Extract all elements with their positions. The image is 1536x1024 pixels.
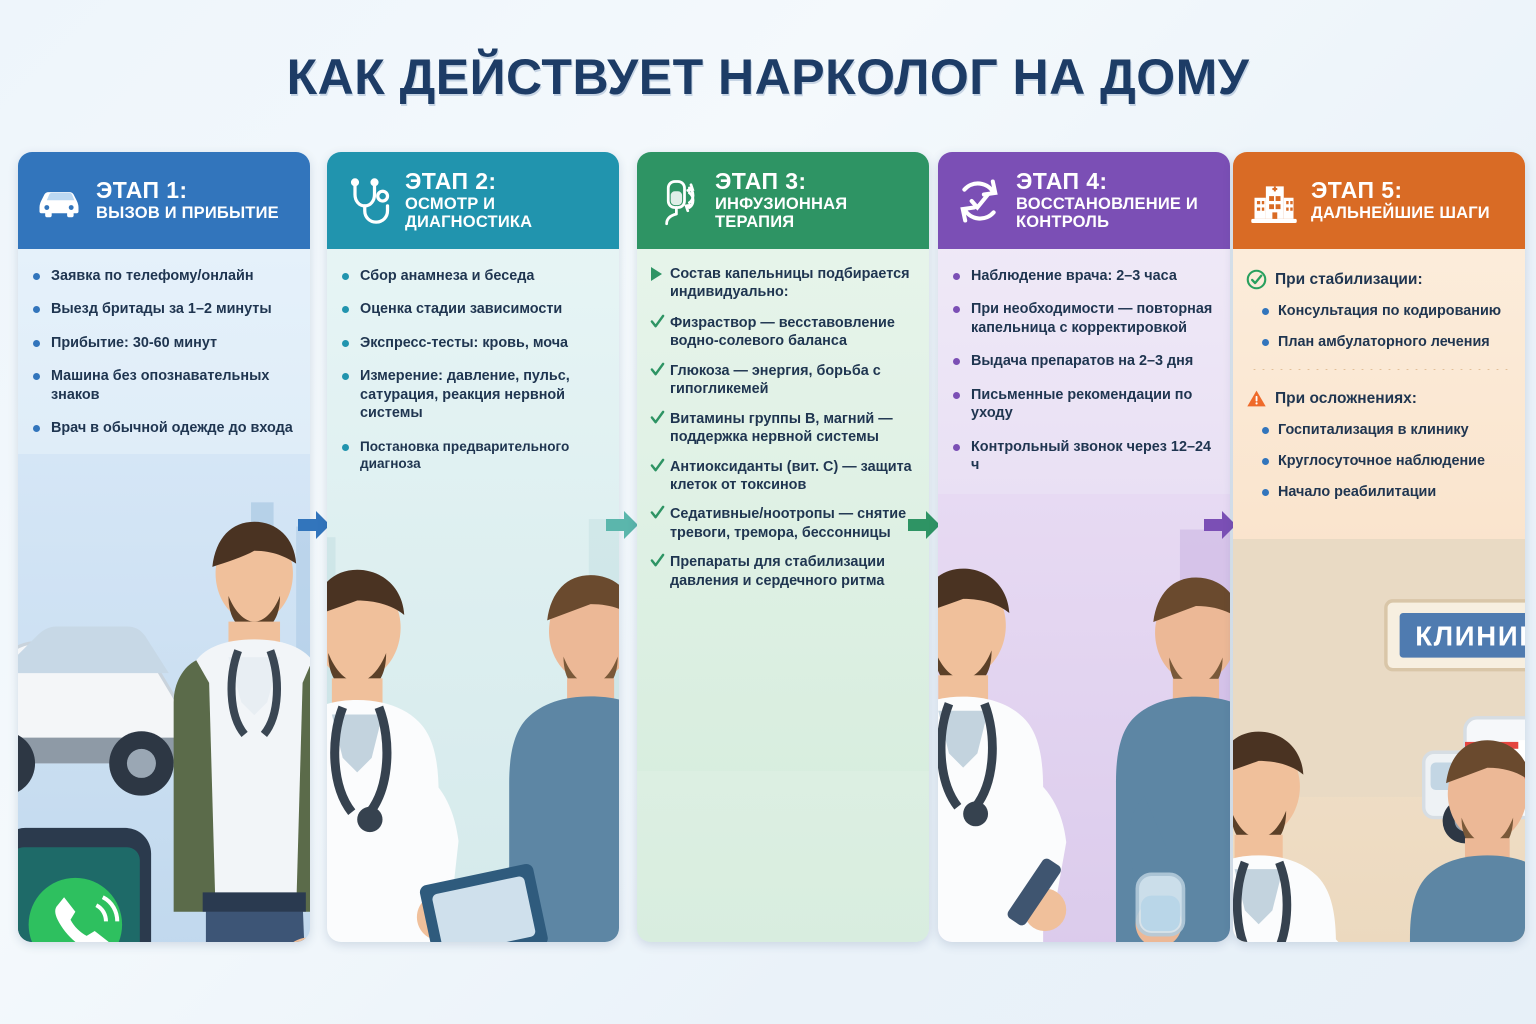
stage-4-body: Наблюдение врача: 2–3 часа При необходим… [938,249,1230,942]
list-item: Сбор анамнеза и беседа [340,267,606,285]
stage-5-number: ЭТАП 5: [1311,177,1403,204]
stage-3-illustration [637,771,929,942]
page-title: КАК ДЕЙСТВУЕТ НАРКОЛОГ НА ДОМУ [286,49,1250,105]
check-circle-icon [1246,269,1267,290]
stage-1-body: Заявка по телефому/онлайн Выезд бритады … [18,249,310,942]
list-item: Заявка по телефому/онлайн [31,267,297,285]
stabilization-group-heading: При стабилизации: [1246,269,1512,290]
arrow-stage3-to-stage4 [906,508,942,542]
stage-4-header: ЭТАП 4: ВОССТАНОВЛЕНИЕ И КОНТРОЛЬ [938,152,1230,249]
list-item: Прибытие: 30-60 минут [31,334,297,352]
list-item: Выезд бритады за 1–2 минуты [31,300,297,318]
list-item: Измерение: давление, пульс, сатурация, р… [340,367,606,422]
list-item: Машина без опознавательных знаков [31,367,297,404]
stage-3-bullet-list: Состав капельницы подбирается индивидуал… [650,265,916,590]
stage-3-header: ЭТАП 3: ИНФУЗИОННАЯ ТЕРАПИЯ [637,152,929,249]
arrow-stage1-to-stage2 [296,508,332,542]
stage-card-4: ЭТАП 4: ВОССТАНОВЛЕНИЕ И КОНТРОЛЬ Наблюд… [938,152,1230,942]
list-item: Начало реабилитации [1260,483,1512,501]
svg-text:КЛИНИКА: КЛИНИКА [1415,621,1525,652]
list-item: Госпитализация в клинику [1260,421,1512,439]
arrow-stage2-to-stage3 [604,508,640,542]
refresh-check-icon [952,174,1006,228]
stage-1-bullet-list: Заявка по телефому/онлайн Выезд бритады … [31,267,297,438]
stage-2-header: ЭТАП 2: ОСМОТР И ДИАГНОСТИКА [327,152,619,249]
list-item: Круглосуточное наблюдение [1260,452,1512,470]
list-item-intro: Состав капельницы подбирается индивидуал… [650,265,916,302]
stage-1-illustration: ВЫЗОВ НАРКОЛОГА [18,454,310,942]
stage-5-body: При стабилизации: Консультация по кодиро… [1233,249,1525,942]
check-icon [650,505,665,520]
iv-drip-icon [651,174,705,228]
list-item: Препараты для стабилизации давления и се… [650,553,916,590]
list-item: Экспресс-тесты: кровь, моча [340,334,606,352]
arrow-stage4-to-stage5 [1202,508,1238,542]
list-item: Антиоксиданты (вит. C) — защита клеток о… [650,458,916,495]
list-item: При необходимости — повторная капельница… [951,300,1217,337]
stage-2-number: ЭТАП 2: [405,168,497,195]
list-item: Контрольный звонок через 12–24 ч [951,438,1217,475]
list-item: Глюкоза — энергия, борьба с гипогликемей [650,362,916,399]
stabilization-list: Консультация по кодированию План амбулат… [1260,302,1512,351]
stage-card-3: ЭТАП 3: ИНФУЗИОННАЯ ТЕРАПИЯ Состав капел… [637,152,929,942]
stage-card-1: ЭТАП 1: ВЫЗОВ И ПРИБЫТИЕ Заявка по телеф… [18,152,310,942]
check-icon [650,410,665,425]
stage-3-name: ИНФУЗИОННАЯ ТЕРАПИЯ [715,194,848,232]
stage-5-name: ДАЛЬНЕЙШИЕ ШАГИ [1311,204,1490,223]
stage-4-bullet-list: Наблюдение врача: 2–3 часа При необходим… [951,267,1217,475]
stage-1-number: ЭТАП 1: [96,177,188,204]
stage-5-header: ЭТАП 5: ДАЛЬНЕЙШИЕ ШАГИ [1233,152,1525,249]
stage-2-illustration [327,501,619,942]
check-icon [650,362,665,377]
list-item: План амбулаторного лечения [1260,333,1512,351]
hospital-icon [1247,174,1301,228]
stage-card-2: ЭТАП 2: ОСМОТР И ДИАГНОСТИКА Сбор анамне… [327,152,619,942]
check-icon [650,314,665,329]
list-item: Консультация по кодированию [1260,302,1512,320]
stage-card-5: ЭТАП 5: ДАЛЬНЕЙШИЕ ШАГИ При стабилизации… [1233,152,1525,942]
stage-3-body: Состав капельницы подбирается индивидуал… [637,249,929,942]
stage-1-header: ЭТАП 1: ВЫЗОВ И ПРИБЫТИЕ [18,152,310,249]
list-item: Выдача препаратов на 2–3 дня [951,352,1217,370]
stage-2-name: ОСМОТР И ДИАГНОСТИКА [405,194,533,232]
stethoscope-icon [341,174,395,228]
list-item: Врач в обычной одежде до входа [31,419,297,437]
list-item: Письменные рекомендации по уходу [951,386,1217,423]
car-icon [32,174,86,228]
stage-5-illustration: КЛИНИКА [1233,539,1525,942]
stage-4-illustration: РЕКОМЕНДАЦИИ ПО УХОДУ [938,494,1230,942]
warning-triangle-icon [1247,390,1266,407]
complications-group-heading: При осложнениях: [1246,388,1512,409]
check-icon [650,458,665,473]
stage-2-bullet-list: Сбор анамнеза и беседа Оценка стадии зав… [340,267,606,472]
complications-list: Госпитализация в клинику Круглосуточное … [1260,421,1512,501]
list-item: Наблюдение врача: 2–3 часа [951,267,1217,285]
list-item: Витамины группы B, магний — поддержка не… [650,410,916,447]
stage-4-number: ЭТАП 4: [1016,168,1108,195]
stage-1-name: ВЫЗОВ И ПРИБЫТИЕ [96,204,279,223]
list-item: Седативные/ноотропы — снятие тревоги, тр… [650,505,916,542]
list-item: Физраствор — весставовление водно-солево… [650,314,916,351]
triangle-marker [651,267,662,281]
stage-2-body: Сбор анамнеза и беседа Оценка стадии зав… [327,249,619,942]
stage-3-number: ЭТАП 3: [715,168,807,195]
list-item: Постановка предварительного диагноза [340,438,606,473]
list-item: Оценка стадии зависимости [340,300,606,318]
stage-4-name: ВОССТАНОВЛЕНИЕ И КОНТРОЛЬ [1016,194,1198,232]
check-icon [650,553,665,568]
section-divider [1250,369,1508,370]
